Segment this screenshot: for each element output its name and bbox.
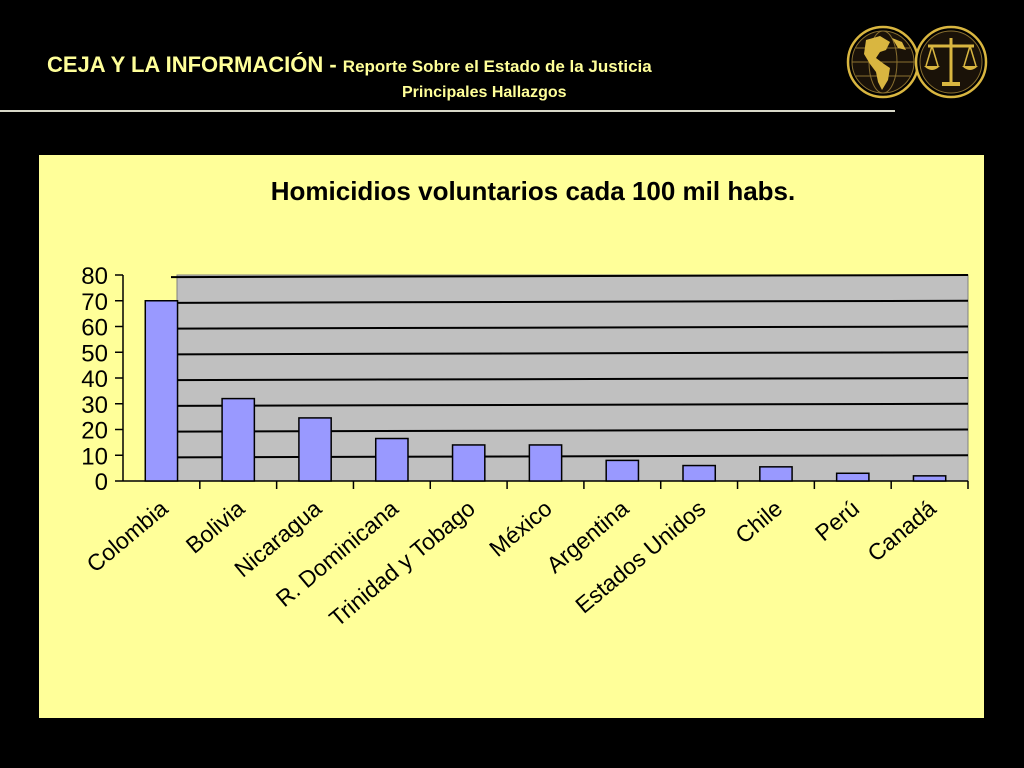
bar-r-dominicana [374,437,409,482]
y-tick-label: 50 [81,340,108,367]
y-tick-label: 30 [81,392,108,419]
y-tick-label: 70 [81,289,108,316]
bar-per- [835,472,870,482]
x-tick-label: Estados Unidos [570,495,710,618]
x-tick-label: Colombia [81,495,172,578]
gridline [170,274,969,279]
bar-bolivia [221,397,256,482]
slide-title: CEJA Y LA INFORMACIÓN - Reporte Sobre el… [47,52,652,78]
gridline [170,325,969,330]
x-tick-label: Chile [730,495,787,549]
bar-chart: Homicidios voluntarios cada 100 mil habs… [81,176,969,632]
gridline [170,402,969,407]
slide-subtitle: Principales Hallazgos [402,84,567,101]
gridline [170,351,969,356]
bar-chile [759,466,793,482]
gridline [170,299,969,304]
x-tick-label: Perú [810,495,864,546]
slide-title-main: CEJA Y LA INFORMACIÓN - [47,52,343,77]
y-tick-label: 80 [81,263,108,290]
x-tick-label: Bolivia [181,495,250,559]
bar-colombia [144,300,179,482]
header-divider [0,110,895,112]
y-tick-label: 10 [81,443,108,470]
slide-header: CEJA Y LA INFORMACIÓN - Reporte Sobre el… [0,0,1024,120]
bar-trinidad-y-tobago [451,444,486,482]
x-tick-label: Canadá [862,495,941,567]
bar-estados-unidos [682,464,717,482]
y-tick-label: 0 [95,469,108,496]
y-tick-label: 60 [81,315,108,342]
bar-nicaragua [298,417,332,482]
scales-of-justice-icon [914,25,988,99]
bar-argentina [605,459,640,482]
bar-canad- [912,475,947,482]
chart-panel: Homicidios voluntarios cada 100 mil habs… [39,155,984,718]
x-tick-label: México [484,495,557,562]
y-tick-label: 20 [81,418,108,445]
slide-title-sub: Reporte Sobre el Estado de la Justicia [342,57,652,76]
y-tick-label: 40 [81,366,108,393]
gridline [170,377,969,382]
chart-title: Homicidios voluntarios cada 100 mil habs… [271,176,796,206]
bar-m-xico [528,444,563,482]
globe-icon [846,25,920,99]
